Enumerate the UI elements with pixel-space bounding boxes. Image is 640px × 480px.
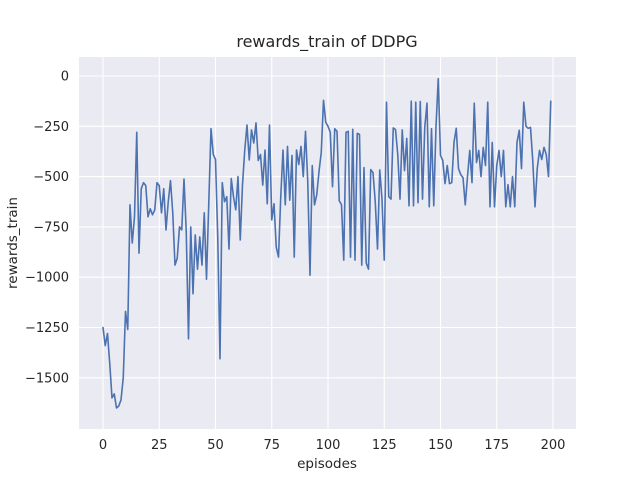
x-tick-label: 50 bbox=[207, 438, 224, 453]
chart-title: rewards_train of DDPG bbox=[236, 32, 417, 52]
y-tick-label: −750 bbox=[33, 220, 69, 235]
x-tick-label: 200 bbox=[541, 438, 566, 453]
x-tick-label: 25 bbox=[151, 438, 168, 453]
x-tick-label: 125 bbox=[372, 438, 397, 453]
reward-line-series bbox=[102, 77, 552, 409]
x-axis-label: episodes bbox=[297, 456, 357, 472]
y-tick-label: −250 bbox=[33, 120, 69, 135]
x-tick-label: 150 bbox=[428, 438, 453, 453]
y-tick-label: −1500 bbox=[25, 371, 69, 386]
y-axis-label: rewards_train bbox=[5, 197, 21, 289]
plot-area: 0 25 50 75 100 125 150 175 200 0 −250 −500 −750 −1000… bbox=[25, 57, 576, 453]
y-tick-label: −500 bbox=[33, 170, 69, 185]
y-tick-label: −1250 bbox=[25, 321, 69, 336]
x-tick-label: 100 bbox=[316, 438, 341, 453]
x-tick-label: 0 bbox=[99, 438, 107, 453]
x-tick-label: 175 bbox=[484, 438, 509, 453]
x-tick-label: 75 bbox=[263, 438, 280, 453]
y-tick-label: −1000 bbox=[25, 271, 69, 286]
y-tick-label: 0 bbox=[61, 70, 69, 85]
